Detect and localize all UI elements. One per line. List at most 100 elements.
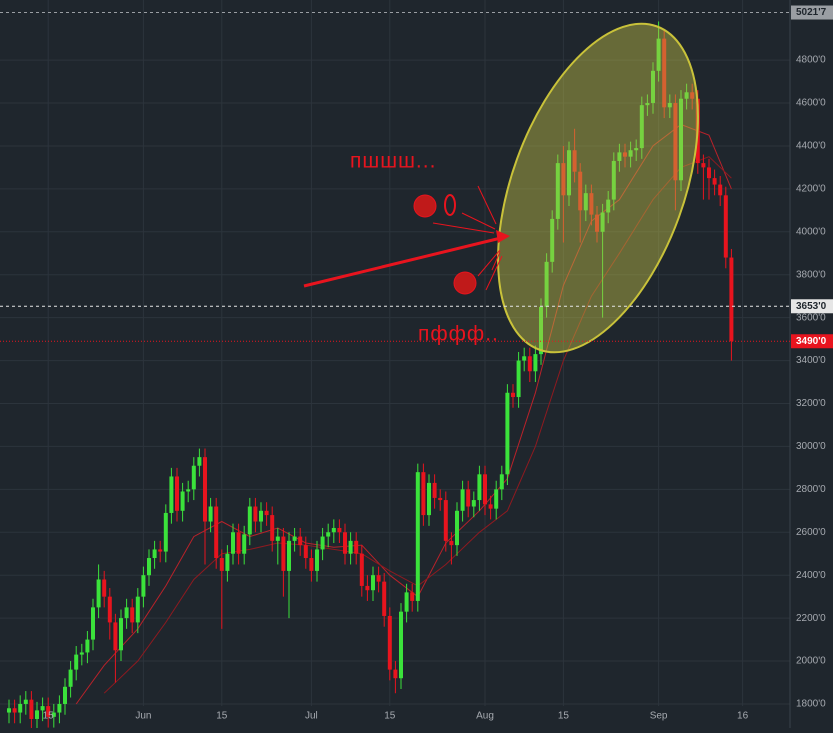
candle-body	[488, 504, 493, 509]
price-label-box	[791, 5, 833, 20]
candle-body	[135, 596, 140, 623]
x-tick-label: 15	[384, 711, 396, 722]
candle-body	[275, 536, 280, 541]
x-tick-label: Aug	[476, 711, 494, 722]
candle-body	[438, 497, 443, 501]
candle-body	[516, 360, 521, 398]
candle-body	[589, 193, 594, 215]
candle-body	[247, 506, 252, 535]
x-tick-label: Jul	[305, 711, 318, 722]
candle-body	[662, 38, 667, 108]
candle-body	[113, 622, 118, 651]
candle-body	[533, 354, 538, 372]
candle-body	[309, 558, 314, 571]
candle-body	[354, 540, 359, 554]
annotation-layer: пшшш... пффф..	[303, 22, 699, 354]
candle-body	[180, 491, 185, 511]
price-label: 3490'0	[796, 336, 827, 347]
candle-body	[51, 712, 56, 717]
x-tick-label: Sep	[650, 711, 668, 722]
candle-body	[550, 218, 555, 262]
candle-body	[499, 474, 504, 490]
candle-body	[18, 703, 23, 713]
candle-body	[29, 699, 34, 719]
candle-body	[471, 500, 476, 507]
x-tick-label: 15	[216, 711, 228, 722]
candle-body	[124, 607, 129, 619]
candle-body	[163, 512, 168, 552]
x-tick-label: 15	[43, 711, 55, 722]
candle-body	[623, 152, 627, 157]
y-tick-label: 2400'0	[796, 570, 826, 581]
candle-body	[667, 103, 672, 108]
candle-body	[628, 150, 633, 157]
candle-body	[46, 706, 51, 717]
grid	[0, 0, 790, 706]
eye-circle	[444, 194, 456, 216]
candle-body	[690, 92, 695, 99]
candle-body	[359, 553, 364, 586]
candle-body	[421, 472, 426, 516]
candle-body	[315, 549, 319, 571]
candle-body	[96, 579, 101, 608]
y-tick-label: 4600'0	[796, 98, 826, 109]
candle-body	[404, 592, 409, 612]
candle-body	[371, 575, 375, 591]
y-tick-label: 3000'0	[796, 441, 826, 452]
candle-body	[225, 553, 230, 571]
candle-body	[169, 476, 174, 513]
candle-body	[158, 549, 163, 552]
candle-body	[12, 708, 17, 713]
candle-body	[63, 686, 67, 704]
candle-body	[287, 540, 291, 571]
candle-body	[443, 500, 448, 541]
motion-lines	[432, 185, 503, 291]
candle-body	[645, 103, 650, 106]
y-tick-label: 4800'0	[796, 55, 826, 66]
y-tick-label: 3800'0	[796, 269, 826, 280]
candle-body	[606, 199, 611, 213]
y-tick-label: 3200'0	[796, 398, 826, 409]
candle-body	[432, 482, 437, 498]
candle-body	[152, 549, 157, 559]
candle-body	[57, 703, 62, 713]
price-label: 3653'0	[796, 301, 827, 312]
candle-body	[175, 476, 179, 511]
mouth-circle	[453, 271, 477, 295]
candle-body	[567, 150, 571, 196]
highlight-ellipse	[497, 22, 699, 354]
candle-body	[40, 706, 45, 711]
arrow	[303, 235, 506, 288]
x-tick-label: Jun	[135, 711, 151, 722]
candle-body	[410, 592, 415, 601]
annotation: пффф..	[418, 323, 499, 346]
candle-body	[253, 506, 258, 522]
candle-body	[572, 150, 577, 172]
candle-body	[119, 618, 123, 651]
candle-body	[505, 392, 510, 475]
candle-body	[494, 489, 499, 509]
candle-body	[298, 536, 303, 546]
candle-body	[264, 510, 269, 516]
candle-body	[331, 527, 336, 533]
candle-body	[85, 639, 90, 653]
candle-body	[337, 527, 342, 533]
candle-body	[527, 356, 532, 372]
candle-body	[130, 607, 135, 623]
candle-body	[348, 540, 353, 554]
candle-body	[673, 103, 678, 181]
y-tick-label: 3400'0	[796, 355, 826, 366]
y-tick-label: 4200'0	[796, 184, 826, 195]
candle-body	[203, 457, 207, 522]
candle-body	[242, 534, 247, 554]
candle-body	[214, 506, 219, 559]
arrow-head	[496, 230, 510, 243]
candle-body	[617, 152, 622, 161]
candle-body	[466, 489, 471, 507]
candle-body	[197, 457, 202, 466]
candle-body	[656, 38, 661, 71]
price-label: 5021'7	[796, 7, 827, 18]
candle-body	[544, 261, 549, 307]
